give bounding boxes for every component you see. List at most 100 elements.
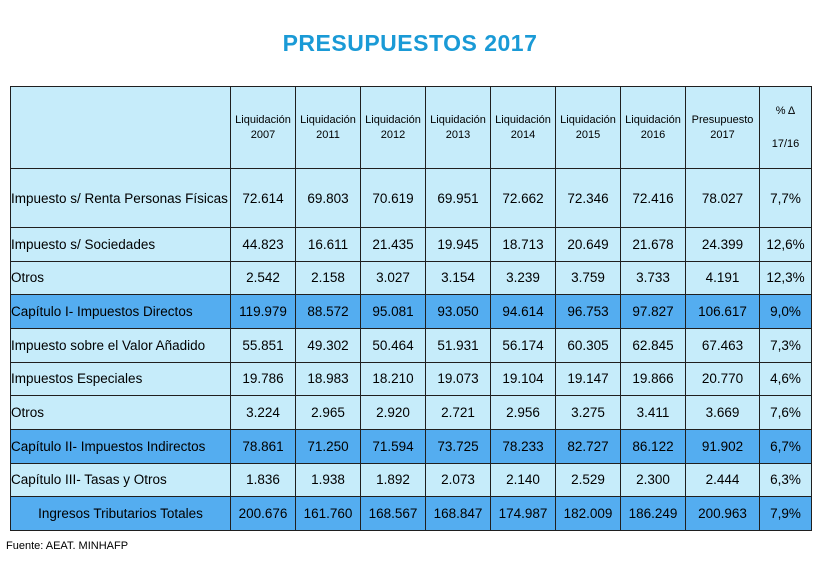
value-cell: 3.275 <box>555 395 621 430</box>
value-cell: 168.567 <box>360 496 426 531</box>
value-cell: 69.951 <box>425 168 491 228</box>
table-row: Capítulo III- Tasas y Otros 1.836 1.938 1.8… <box>10 462 812 498</box>
value-cell: 2.073 <box>425 462 491 498</box>
value-cell: 70.619 <box>360 168 426 228</box>
column-header-line: Liquidación <box>495 113 551 126</box>
value-cell: 21.435 <box>360 227 426 262</box>
value-cell: 19.147 <box>555 361 621 397</box>
value-cell: 73.725 <box>425 428 491 464</box>
value-cell: 69.803 <box>295 168 361 228</box>
column-header-line: Liquidación <box>300 113 356 126</box>
value-cell: 91.902 <box>685 428 760 464</box>
value-cell: 168.847 <box>425 496 491 531</box>
value-cell: 16.611 <box>295 227 361 262</box>
column-header: Liquidación 2007 <box>230 86 296 169</box>
value-cell: 19.866 <box>620 361 686 397</box>
value-cell: 3.154 <box>425 260 491 296</box>
column-header: Liquidación 2016 <box>620 86 686 169</box>
column-header-line: 2017 <box>710 128 735 141</box>
table-row: Capítulo I- Impuestos Directos 119.979 88.… <box>10 294 812 329</box>
value-cell: 200.963 <box>685 496 760 531</box>
column-header-line: Liquidación <box>430 113 486 126</box>
row-label: Impuesto sobre el Valor Añadido <box>10 327 231 363</box>
pct-header-line: % Δ <box>775 104 796 117</box>
value-cell: 94.614 <box>490 294 556 329</box>
column-header: Liquidación 2013 <box>425 86 491 169</box>
row-label: Otros <box>10 395 231 430</box>
value-cell: 186.249 <box>620 496 686 531</box>
value-cell: 20.770 <box>685 361 760 397</box>
value-cell: 3.733 <box>620 260 686 296</box>
value-cell: 96.753 <box>555 294 621 329</box>
value-cell: 21.678 <box>620 227 686 262</box>
value-cell: 18.713 <box>490 227 556 262</box>
value-cell: 49.302 <box>295 327 361 363</box>
value-cell: 3.239 <box>490 260 556 296</box>
table-row: Capítulo II- Impuestos Indirectos 78.861 7… <box>10 428 812 464</box>
pct-change-cell: 6,7% <box>759 428 812 464</box>
table-row: Impuesto s/ Sociedades 44.823 16.611 21.435… <box>10 227 812 262</box>
column-header: Liquidación 2012 <box>360 86 426 169</box>
value-cell: 19.786 <box>230 361 296 397</box>
column-header: Liquidación 2015 <box>555 86 621 169</box>
value-cell: 174.987 <box>490 496 556 531</box>
value-cell: 50.464 <box>360 327 426 363</box>
value-cell: 20.649 <box>555 227 621 262</box>
row-label: Capítulo II- Impuestos Indirectos <box>10 428 231 464</box>
value-cell: 82.727 <box>555 428 621 464</box>
value-cell: 3.027 <box>360 260 426 296</box>
row-label: Impuestos Especiales <box>10 361 231 397</box>
value-cell: 119.979 <box>230 294 296 329</box>
value-cell: 60.305 <box>555 327 621 363</box>
value-cell: 2.956 <box>490 395 556 430</box>
pct-change-cell: 7,6% <box>759 395 812 430</box>
value-cell: 3.411 <box>620 395 686 430</box>
column-header-line: 2012 <box>380 128 406 141</box>
value-cell: 3.224 <box>230 395 296 430</box>
value-cell: 97.827 <box>620 294 686 329</box>
column-header-line: Presupuesto <box>691 113 754 126</box>
pct-change-header: % Δ 17/16 <box>759 86 812 169</box>
value-cell: 19.073 <box>425 361 491 397</box>
table-header-row: Liquidación 2007 Liquidación 2011 Liquidació… <box>10 86 812 169</box>
value-cell: 2.140 <box>490 462 556 498</box>
value-cell: 44.823 <box>230 227 296 262</box>
column-header-line: 2011 <box>316 128 340 141</box>
value-cell: 67.463 <box>685 327 760 363</box>
column-header-line: 2013 <box>445 128 471 141</box>
value-cell: 88.572 <box>295 294 361 329</box>
pct-change-cell: 7,3% <box>759 327 812 363</box>
value-cell: 78.233 <box>490 428 556 464</box>
budget-table: Liquidación 2007 Liquidación 2011 Liquidació… <box>10 86 812 531</box>
column-header: Liquidación 2014 <box>490 86 556 169</box>
value-cell: 86.122 <box>620 428 686 464</box>
column-header-line: Liquidación <box>560 113 616 126</box>
value-cell: 62.845 <box>620 327 686 363</box>
value-cell: 2.158 <box>295 260 361 296</box>
value-cell: 72.416 <box>620 168 686 228</box>
table-row: Ingresos Tributarios Totales 200.676 161.7… <box>10 496 812 531</box>
value-cell: 3.669 <box>685 395 760 430</box>
value-cell: 200.676 <box>230 496 296 531</box>
pct-change-cell: 7,7% <box>759 168 812 228</box>
column-header: Presupuesto 2017 <box>685 86 760 169</box>
value-cell: 72.346 <box>555 168 621 228</box>
source-note: Fuente: AEAT. MINHAFP <box>6 540 129 552</box>
value-cell: 1.938 <box>295 462 361 498</box>
value-cell: 106.617 <box>685 294 760 329</box>
table-row: Impuesto s/ Renta Personas Físicas 72.614… <box>10 168 812 228</box>
value-cell: 2.542 <box>230 260 296 296</box>
value-cell: 2.529 <box>555 462 621 498</box>
value-cell: 182.009 <box>555 496 621 531</box>
value-cell: 18.983 <box>295 361 361 397</box>
value-cell: 2.965 <box>295 395 361 430</box>
value-cell: 78.861 <box>230 428 296 464</box>
column-header: Liquidación 2011 <box>295 86 361 169</box>
row-label: Capítulo III- Tasas y Otros <box>10 462 231 498</box>
pct-change-cell: 4,6% <box>759 361 812 397</box>
column-header-line: Liquidación <box>625 113 681 126</box>
row-label: Ingresos Tributarios Totales <box>10 496 231 531</box>
value-cell: 51.931 <box>425 327 491 363</box>
value-cell: 2.721 <box>425 395 491 430</box>
pct-change-cell: 12,6% <box>759 227 812 262</box>
